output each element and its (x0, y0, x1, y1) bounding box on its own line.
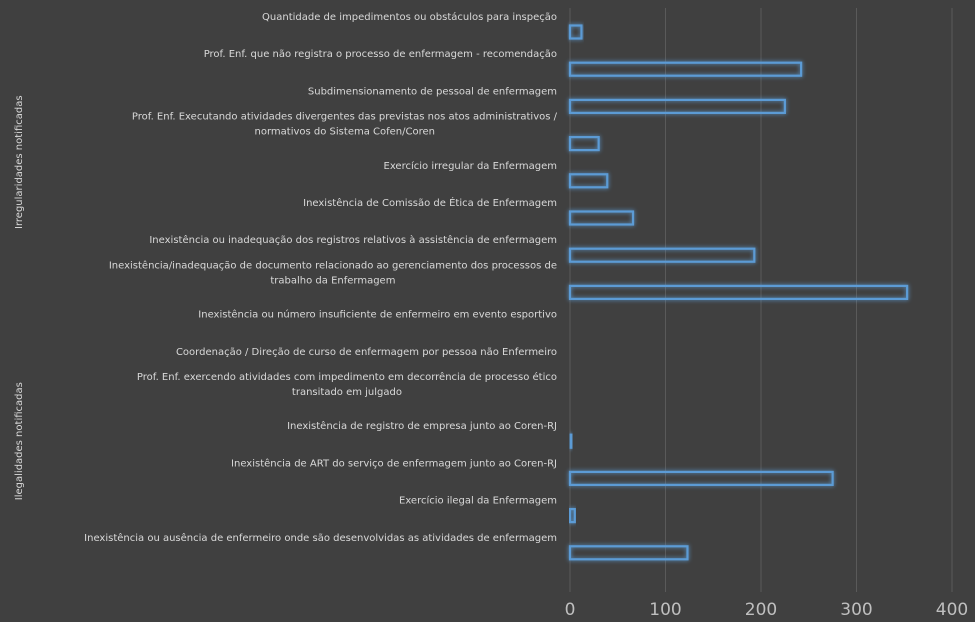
category-label: Inexistência de ART do serviço de enferm… (231, 457, 557, 469)
bar (568, 98, 786, 115)
category-label: Prof. Enf. exercendo atividades com impe… (137, 371, 557, 383)
category-label: Exercício irregular da Enfermagem (384, 160, 558, 172)
category-label: Quantidade de impedimentos ou obstáculos… (262, 11, 557, 23)
category-label: Inexistência ou inadequação dos registro… (149, 234, 557, 246)
x-tick-label: 400 (936, 600, 968, 620)
x-tick-label: 200 (745, 600, 777, 620)
x-axis-ticks: 0 100 200 300 400 (565, 600, 969, 620)
category-label: Inexistência ou número insuficiente de e… (198, 309, 557, 321)
category-label: normativos do Sistema Cofen/Coren (255, 127, 435, 138)
group-label: Ilegalidades notificadas (14, 382, 25, 500)
category-label: Subdimensionamento de pessoal de enferma… (308, 86, 557, 97)
category-label: Exercício ilegal da Enfermagem (399, 495, 557, 507)
bars (568, 24, 909, 561)
bar (568, 173, 609, 189)
category-label: Inexistência de Comissão de Ética de Enf… (303, 196, 557, 209)
category-label: Coordenação / Direção de curso de enferm… (176, 347, 557, 358)
category-label: Inexistência ou ausência de enfermeiro o… (84, 532, 557, 544)
bar (568, 433, 574, 449)
bar (568, 24, 583, 40)
category-label: Inexistência/inadequação de documento re… (109, 259, 557, 271)
x-tick-label: 300 (840, 600, 872, 620)
bar (568, 136, 600, 152)
bar (568, 508, 576, 524)
category-label: trabalho da Enfermagem (270, 275, 395, 286)
category-labels: Quantidade de impedimentos ou obstáculos… (84, 11, 557, 544)
bar (568, 61, 803, 77)
bar (568, 210, 635, 226)
bar (568, 545, 689, 561)
x-tick-label: 0 (565, 600, 576, 620)
gridlines (569, 8, 953, 592)
bar (568, 284, 909, 300)
category-label: Prof. Enf. que não registra o processo d… (204, 49, 557, 60)
category-label: Prof. Enf. Executando atividades diverge… (132, 112, 558, 123)
bar (568, 470, 834, 486)
bar (568, 247, 756, 263)
category-label: Inexistência de registro de empresa junt… (287, 420, 557, 432)
group-labels: Irregularidades notificadas Ilegalidades … (14, 95, 25, 500)
group-label: Irregularidades notificadas (14, 95, 25, 229)
x-tick-label: 100 (649, 600, 681, 620)
category-label: transitado em julgado (292, 387, 402, 398)
